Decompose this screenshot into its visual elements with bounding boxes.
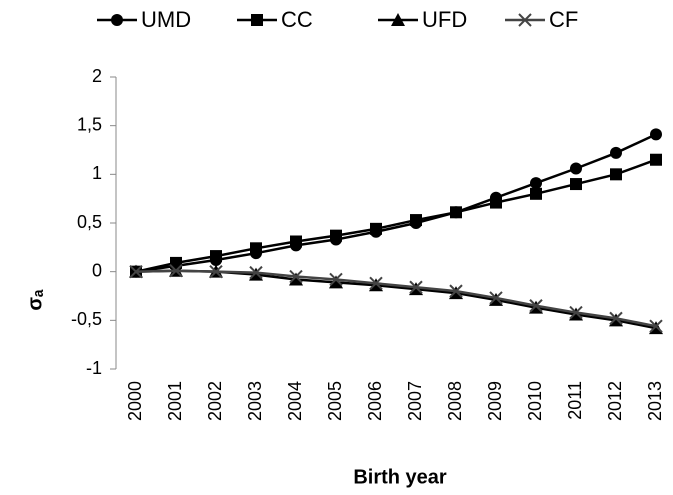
x-tick-label: 2006 bbox=[365, 381, 385, 421]
marker bbox=[330, 229, 342, 242]
series-line bbox=[135, 158, 657, 273]
marker bbox=[649, 319, 663, 333]
x-tick-label: 2002 bbox=[205, 381, 225, 421]
series-line bbox=[135, 269, 657, 328]
marker bbox=[450, 206, 462, 219]
x-tick-label: 2013 bbox=[645, 381, 665, 421]
series-line bbox=[135, 133, 657, 273]
marker bbox=[369, 276, 383, 291]
legend-marker bbox=[518, 13, 532, 27]
marker bbox=[650, 153, 662, 166]
legend-marker bbox=[251, 14, 263, 26]
x-tick-label: 2005 bbox=[325, 381, 345, 421]
y-tick-label: 0,5 bbox=[77, 212, 102, 232]
y-tick-label: 0 bbox=[92, 260, 102, 280]
marker bbox=[410, 214, 422, 227]
y-tick-label: 1 bbox=[92, 163, 102, 183]
legend-label: CC bbox=[281, 7, 313, 32]
x-tick-label: 2008 bbox=[445, 381, 465, 421]
y-tick-label: 2 bbox=[92, 66, 102, 86]
legend-label: UFD bbox=[422, 7, 467, 32]
x-tick-label: 2011 bbox=[565, 381, 585, 420]
x-tick-label: 2009 bbox=[485, 381, 505, 421]
marker bbox=[610, 146, 622, 159]
legend-marker bbox=[111, 14, 123, 26]
marker bbox=[490, 196, 502, 209]
x-tick-label: 2007 bbox=[405, 381, 425, 421]
x-tick-label: 2001 bbox=[165, 381, 185, 421]
x-tick-label: 2010 bbox=[525, 381, 545, 421]
marker bbox=[170, 256, 182, 269]
marker bbox=[570, 162, 582, 175]
x-tick-label: 2000 bbox=[125, 381, 145, 421]
marker bbox=[129, 264, 143, 279]
marker bbox=[570, 178, 582, 191]
y-tick-label: -1 bbox=[86, 358, 102, 378]
x-tick-label: 2004 bbox=[285, 381, 305, 421]
marker bbox=[609, 311, 623, 326]
marker bbox=[529, 299, 543, 313]
marker bbox=[610, 168, 622, 181]
marker bbox=[530, 187, 542, 200]
marker bbox=[289, 269, 303, 284]
marker bbox=[210, 250, 222, 263]
legend-label: UMD bbox=[141, 7, 191, 32]
marker bbox=[329, 275, 343, 289]
marker bbox=[650, 128, 662, 141]
marker bbox=[489, 291, 503, 305]
y-axis-title: σₐ bbox=[24, 289, 46, 311]
marker bbox=[290, 235, 302, 248]
x-tick-label: 2003 bbox=[245, 381, 265, 421]
marker bbox=[289, 272, 303, 286]
marker bbox=[409, 280, 423, 294]
marker bbox=[250, 242, 262, 255]
y-tick-label: -0,5 bbox=[71, 309, 102, 329]
marker bbox=[329, 272, 343, 287]
marker bbox=[169, 263, 183, 278]
marker bbox=[249, 265, 263, 280]
x-tick-label: 2012 bbox=[605, 381, 625, 421]
marker bbox=[209, 264, 223, 279]
marker bbox=[449, 284, 463, 298]
y-tick-label: 1,5 bbox=[77, 114, 102, 134]
legend-label: CF bbox=[549, 7, 578, 32]
x-axis-title: Birth year bbox=[353, 466, 447, 488]
legend-marker bbox=[391, 13, 405, 26]
marker bbox=[569, 305, 583, 320]
marker bbox=[530, 177, 542, 190]
marker bbox=[370, 222, 382, 235]
